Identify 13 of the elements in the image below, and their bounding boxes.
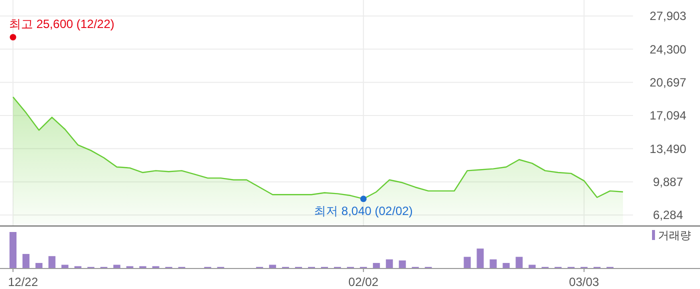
y-tick-label: 9,887 [652, 175, 684, 190]
x-tick-label: 02/02 [348, 275, 379, 289]
annotation: 최고 25,600 (12/22) [9, 17, 114, 32]
y-tick-label: 27,903 [650, 9, 687, 24]
x-tick-label: 03/03 [569, 275, 600, 289]
y-tick-label: 20,697 [650, 76, 687, 90]
y-tick-label: 13,490 [650, 142, 687, 156]
x-tick-label: 12/22 [8, 275, 38, 289]
y-tick-label: 6,284 [652, 208, 684, 222]
y-tick-label: 24,300 [650, 42, 687, 56]
legend-label: 거래량 [658, 230, 691, 242]
annotation: 최저 8,040 (02/02) [314, 204, 413, 218]
y-tick-label: 17,094 [650, 108, 687, 123]
